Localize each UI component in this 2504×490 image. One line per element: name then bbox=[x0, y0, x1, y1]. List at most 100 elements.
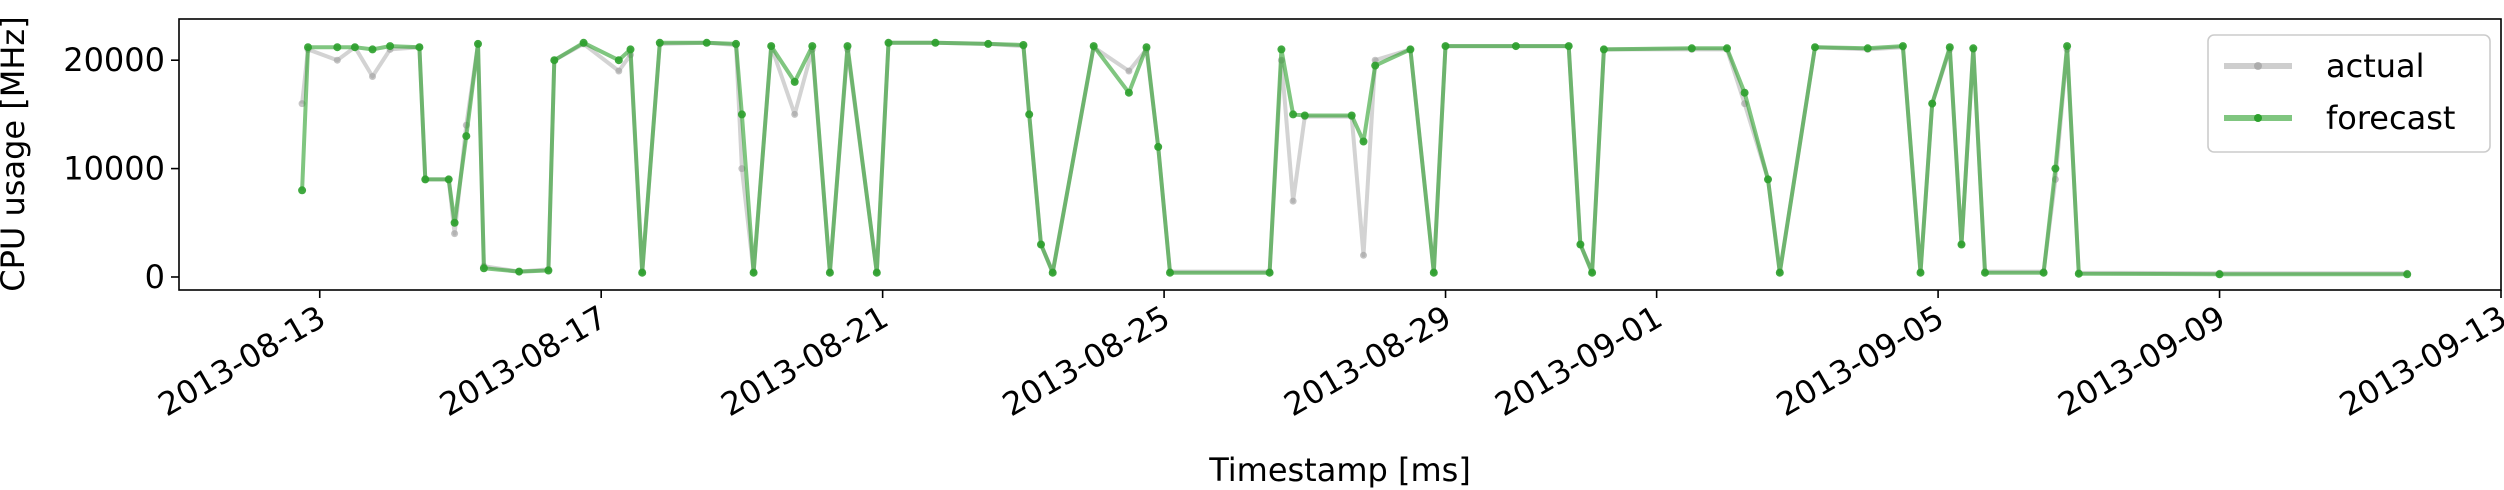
data-point-forecast bbox=[825, 268, 834, 277]
plot-frame bbox=[178, 18, 2502, 291]
legend-label-forecast: forecast bbox=[2326, 99, 2455, 137]
data-point-forecast bbox=[2051, 164, 2060, 173]
data-point-forecast bbox=[808, 42, 817, 51]
data-point-forecast bbox=[790, 77, 799, 86]
data-point-forecast bbox=[626, 45, 635, 54]
data-point-forecast bbox=[1588, 268, 1597, 277]
x-axis-label: Timestamp [ms] bbox=[1208, 451, 1471, 489]
data-point-forecast bbox=[1945, 43, 1954, 52]
legend-marker-forecast bbox=[2254, 114, 2262, 122]
data-point-forecast bbox=[515, 267, 524, 276]
data-point-forecast bbox=[1048, 268, 1057, 277]
data-point-forecast bbox=[1928, 99, 1937, 108]
data-point-forecast bbox=[1429, 268, 1438, 277]
data-point-forecast bbox=[1371, 61, 1380, 70]
series-layer bbox=[298, 38, 2412, 279]
data-point-forecast bbox=[1957, 240, 1966, 249]
data-point-forecast bbox=[1969, 44, 1978, 53]
x-tick-label: 2013-08-29 bbox=[1277, 298, 1457, 424]
x-tick-label: 2013-09-01 bbox=[1489, 298, 1669, 424]
data-point-forecast bbox=[368, 45, 377, 54]
data-point-forecast bbox=[1723, 44, 1731, 53]
data-point-forecast bbox=[2063, 42, 2072, 51]
data-point-forecast bbox=[1347, 111, 1356, 120]
data-point-forecast bbox=[1300, 111, 1309, 120]
data-point-forecast bbox=[1599, 45, 1608, 54]
data-point-forecast bbox=[333, 43, 342, 52]
y-axis: 0 10000 20000 bbox=[63, 41, 179, 296]
data-point-forecast bbox=[579, 38, 588, 47]
data-point-forecast bbox=[1576, 240, 1585, 249]
data-point-forecast bbox=[931, 38, 940, 47]
x-tick-label: 2013-09-09 bbox=[2051, 298, 2231, 424]
y-axis-label: CPU usage [MHz] bbox=[0, 16, 32, 291]
series-line-forecast bbox=[300, 40, 2408, 277]
data-point-forecast bbox=[2215, 270, 2224, 279]
data-point-forecast bbox=[655, 38, 664, 47]
data-point-forecast bbox=[1441, 42, 1450, 51]
x-tick-label: 2013-08-13 bbox=[152, 298, 332, 424]
data-point-actual bbox=[1371, 56, 1379, 64]
series-forecast bbox=[298, 38, 2412, 279]
data-point-forecast bbox=[884, 38, 893, 47]
data-point-forecast bbox=[2039, 268, 2048, 277]
data-point-forecast bbox=[1406, 45, 1415, 54]
data-point-forecast bbox=[702, 38, 711, 47]
data-point-forecast bbox=[1166, 268, 1174, 277]
data-point-actual bbox=[1360, 251, 1367, 259]
data-point-forecast bbox=[1277, 45, 1286, 54]
data-point-forecast bbox=[1811, 43, 1819, 52]
data-point-forecast bbox=[614, 56, 623, 65]
data-point-forecast bbox=[1775, 268, 1784, 277]
data-point-forecast bbox=[638, 268, 647, 277]
data-point-actual bbox=[369, 73, 376, 80]
data-point-forecast bbox=[732, 39, 740, 48]
y-tick-label: 0 bbox=[145, 258, 165, 296]
data-point-forecast bbox=[1037, 240, 1045, 249]
data-point-actual bbox=[451, 230, 459, 238]
y-tick-label: 10000 bbox=[63, 150, 165, 188]
data-point-forecast bbox=[1124, 88, 1133, 97]
series-line-actual bbox=[300, 40, 2408, 276]
data-point-forecast bbox=[462, 132, 471, 141]
data-point-forecast bbox=[2403, 270, 2412, 279]
data-point-forecast bbox=[1019, 41, 1028, 49]
data-point-forecast bbox=[1916, 268, 1925, 277]
data-point-forecast bbox=[984, 39, 993, 48]
data-point-forecast bbox=[843, 42, 852, 51]
legend-label-actual: actual bbox=[2326, 47, 2425, 85]
x-tick-label: 2013-09-13 bbox=[2333, 298, 2504, 424]
data-point-forecast bbox=[1265, 268, 1274, 277]
data-point-forecast bbox=[304, 43, 312, 52]
data-point-forecast bbox=[749, 268, 758, 277]
data-point-forecast bbox=[1981, 268, 1989, 277]
x-tick-label: 2013-08-25 bbox=[996, 298, 1176, 424]
data-point-actual bbox=[791, 110, 799, 118]
data-point-actual bbox=[615, 67, 623, 75]
data-point-forecast bbox=[1089, 42, 1098, 51]
x-tick-label: 2013-08-21 bbox=[715, 298, 895, 424]
data-point-actual bbox=[1125, 67, 1133, 75]
data-point-forecast bbox=[474, 39, 482, 48]
x-tick-label: 2013-09-05 bbox=[1770, 298, 1950, 424]
data-point-forecast bbox=[479, 264, 488, 273]
data-point-forecast bbox=[1898, 42, 1907, 51]
data-point-forecast bbox=[386, 42, 395, 51]
data-point-forecast bbox=[1142, 43, 1151, 52]
data-point-actual bbox=[1289, 197, 1297, 205]
data-point-forecast bbox=[767, 42, 776, 51]
data-point-forecast bbox=[450, 218, 459, 227]
data-point-forecast bbox=[421, 175, 430, 184]
data-point-actual bbox=[333, 56, 341, 64]
data-point-forecast bbox=[350, 43, 359, 52]
data-point-forecast bbox=[550, 56, 559, 65]
data-point-forecast bbox=[2074, 269, 2083, 278]
x-axis: 2013-08-13 2013-08-17 2013-08-21 2013-08-25… bbox=[152, 290, 2504, 424]
series-actual bbox=[298, 39, 2411, 277]
data-point-forecast bbox=[1511, 42, 1520, 51]
data-point-forecast bbox=[544, 266, 553, 275]
legend-marker-actual bbox=[2254, 62, 2262, 70]
data-point-forecast bbox=[1687, 44, 1696, 53]
data-point-forecast bbox=[737, 110, 746, 119]
